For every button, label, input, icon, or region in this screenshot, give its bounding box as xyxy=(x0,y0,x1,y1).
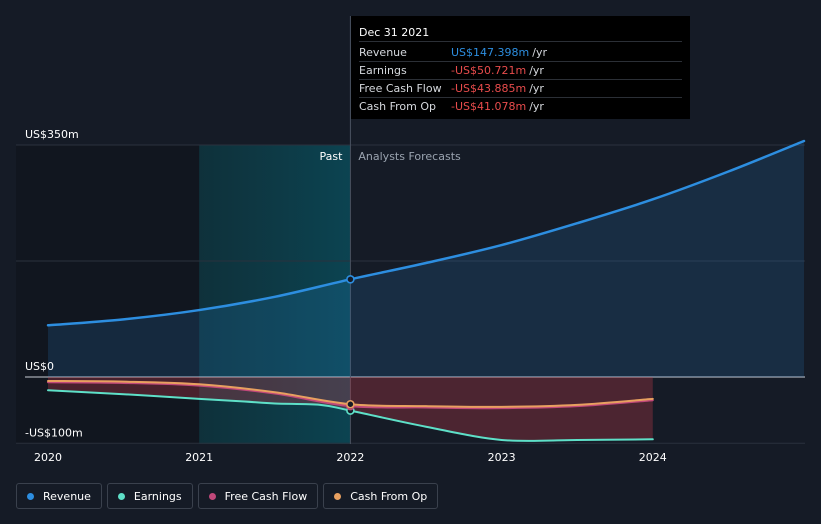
legend-dot-icon xyxy=(27,492,34,500)
legend-label: Earnings xyxy=(133,489,182,503)
tooltip-unit: /yr xyxy=(529,82,544,95)
legend-label: Revenue xyxy=(43,489,91,503)
x-tick-label: 2023 xyxy=(488,451,516,464)
legend-label: Free Cash Flow xyxy=(224,489,308,503)
legend-item-cash-from-op[interactable]: Cash From Op xyxy=(323,483,439,509)
tooltip-row-revenue: Revenue US$147.398m /yr xyxy=(359,44,682,62)
tooltip-unit: /yr xyxy=(532,46,547,59)
revenue-area xyxy=(48,141,804,377)
legend-item-free-cash-flow[interactable]: Free Cash Flow xyxy=(197,483,319,509)
y-axis-label: -US$100m xyxy=(25,426,83,439)
tooltip-row-earnings: Earnings -US$50.721m /yr xyxy=(359,62,682,80)
tooltip-value: -US$50.721m xyxy=(451,64,527,77)
tooltip-value: -US$41.078m xyxy=(451,100,527,113)
legend-label: Cash From Op xyxy=(350,489,428,503)
x-tick-label: 2024 xyxy=(639,451,667,464)
tooltip-row-free-cash-flow: Free Cash Flow -US$43.885m /yr xyxy=(359,80,682,98)
y-axis-label: US$350m xyxy=(25,128,79,141)
tooltip-date: Dec 31 2021 xyxy=(359,24,682,42)
tooltip-name: Cash From Op xyxy=(359,100,437,113)
series-marker-revenue xyxy=(346,274,355,284)
chart-tooltip: Dec 31 2021 Revenue US$147.398m /yr Earn… xyxy=(351,16,690,119)
legend-dot-icon xyxy=(117,492,125,500)
tooltip-name: Revenue xyxy=(359,46,407,59)
series-line-earnings xyxy=(47,389,654,442)
tooltip-name: Free Cash Flow xyxy=(359,82,442,95)
x-tick-label: 2021 xyxy=(185,451,213,464)
tooltip-row-cash-from-op: Cash From Op -US$41.078m /yr xyxy=(359,98,682,115)
legend-item-earnings[interactable]: Earnings xyxy=(106,483,193,509)
y-axis-label: US$0 xyxy=(25,360,54,373)
tooltip-value: US$147.398m xyxy=(451,46,530,59)
forecast-label: Analysts Forecasts xyxy=(358,150,461,163)
past-label: Past xyxy=(319,150,343,163)
x-tick-label: 2022 xyxy=(336,451,364,464)
series-marker-cash-from-op xyxy=(346,399,355,409)
legend-item-revenue[interactable]: Revenue xyxy=(16,483,102,509)
tooltip-name: Earnings xyxy=(359,64,407,77)
x-tick-label: 2020 xyxy=(34,451,62,464)
chart-legend: Revenue Earnings Free Cash Flow Cash Fro… xyxy=(16,483,439,509)
series-line-revenue xyxy=(46,139,806,327)
tooltip-unit: /yr xyxy=(529,100,544,113)
tooltip-unit: /yr xyxy=(529,64,544,77)
legend-dot-icon xyxy=(208,492,216,500)
tooltip-value: -US$43.885m xyxy=(451,82,527,95)
legend-dot-icon xyxy=(334,492,342,500)
